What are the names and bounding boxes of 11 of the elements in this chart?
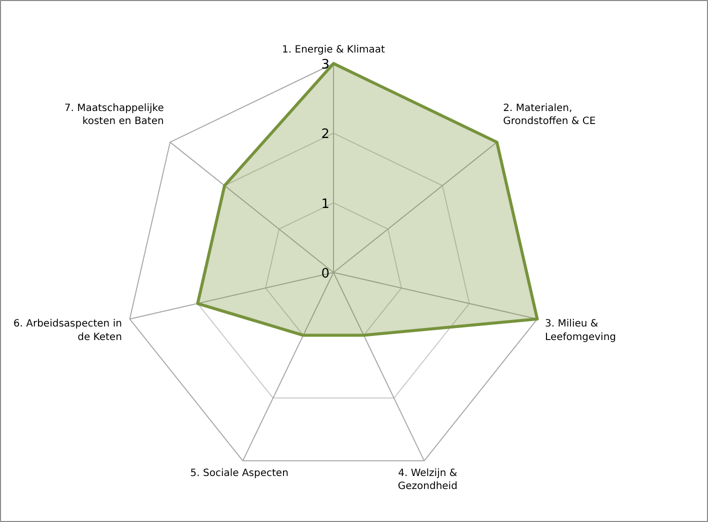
- spoke-label: 4. Welzijn & Gezondheid: [398, 468, 458, 492]
- y-tick-label: 2: [321, 127, 330, 142]
- y-tick-label: 3: [321, 58, 330, 72]
- spoke-label: 5. Sociale Aspecten: [190, 468, 288, 480]
- spoke-label: 6. Arbeidsaspecten in de Keten: [13, 318, 122, 343]
- spoke-label: 3. Milieu & Leefomgeving: [545, 318, 616, 343]
- y-tick-label: 1: [321, 196, 330, 212]
- y-tick-label: 0: [321, 266, 330, 282]
- spoke-label: 2. Materialen, Grondstoffen & CE: [503, 103, 596, 128]
- spoke-label: 1. Energie & Klimaat: [282, 44, 386, 56]
- spoke-label: 7. Maatschappelijke kosten en Baten: [64, 103, 164, 128]
